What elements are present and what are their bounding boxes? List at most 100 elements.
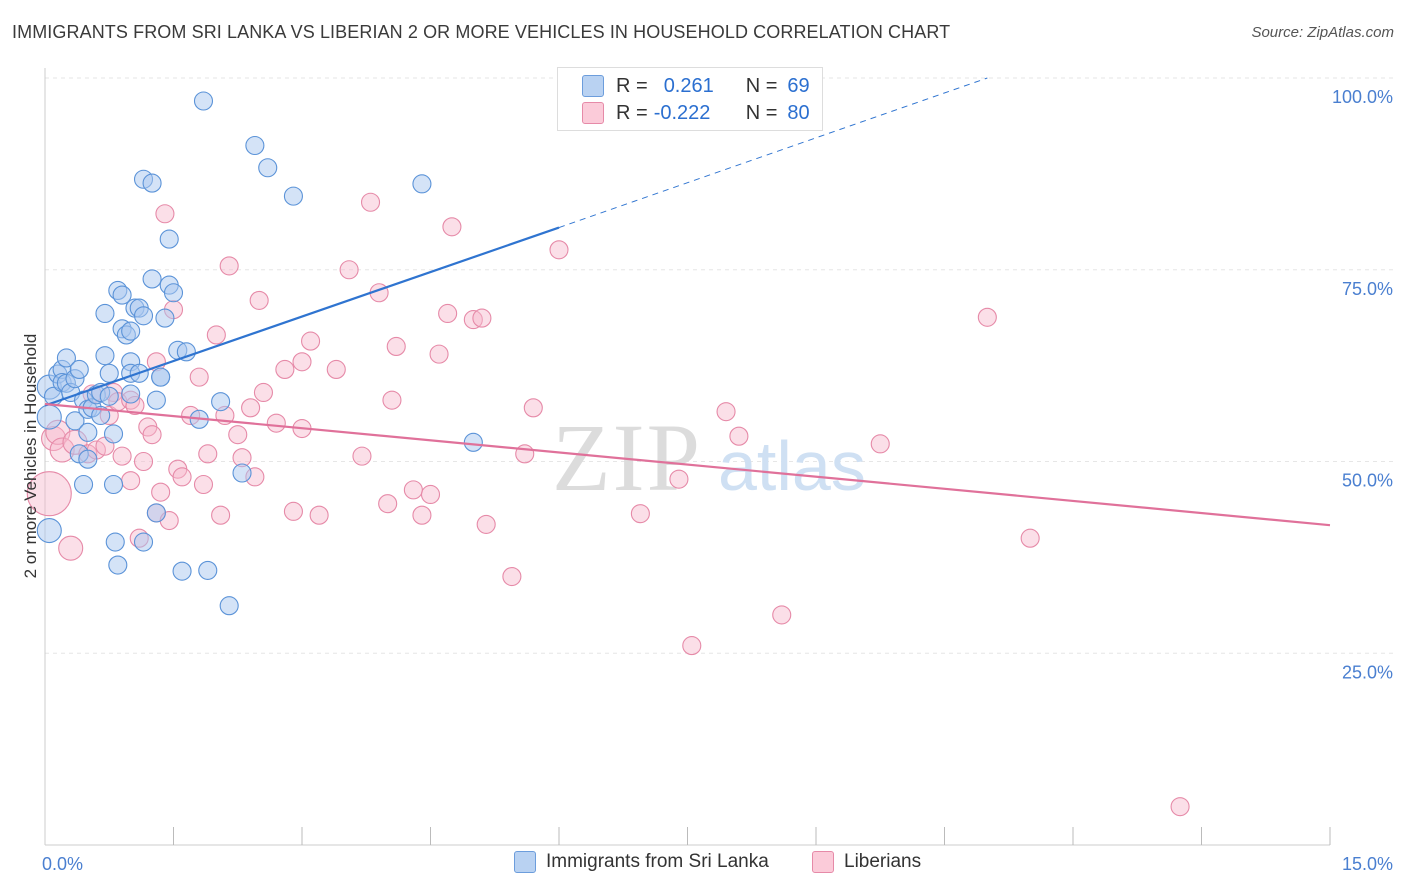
liberians-point bbox=[249, 290, 269, 310]
x-tick-labels: 0.0% 15.0% bbox=[42, 854, 1393, 874]
liberians-point bbox=[142, 425, 162, 445]
sri-lanka-point bbox=[211, 392, 231, 412]
sri-lanka-point bbox=[112, 285, 132, 305]
sri-lanka-point bbox=[151, 367, 171, 387]
liberians-point bbox=[420, 484, 441, 505]
liberians-point bbox=[382, 390, 402, 410]
liberians-point bbox=[669, 469, 689, 489]
sri-lanka-point bbox=[99, 386, 119, 406]
sri-lanka-point bbox=[258, 158, 278, 178]
liberians-point bbox=[219, 256, 239, 276]
sri-lanka-point bbox=[36, 517, 62, 544]
liberians-point bbox=[1170, 797, 1190, 817]
liberians-point bbox=[523, 398, 543, 418]
y-tick-label: 100.0% bbox=[1332, 87, 1393, 107]
legend-row-liberians: R = -0.222 N = 80 bbox=[582, 100, 810, 126]
sri-lanka-point bbox=[172, 561, 192, 581]
sri-lanka-point bbox=[78, 449, 98, 469]
sri-lanka-point bbox=[121, 321, 141, 341]
legend-swatch-blue bbox=[582, 75, 604, 97]
legend-swatch-pink bbox=[582, 102, 604, 124]
liberians-point bbox=[275, 359, 295, 380]
liberians-point bbox=[189, 367, 209, 387]
sri-lanka-point bbox=[56, 348, 76, 368]
liberians-point bbox=[112, 446, 132, 466]
liberians-point bbox=[283, 501, 303, 521]
liberians-point bbox=[198, 444, 218, 464]
legend-n-label: N = bbox=[745, 74, 778, 97]
y-tick-label: 25.0% bbox=[1342, 662, 1393, 682]
legend-n-value: 69 bbox=[787, 74, 810, 97]
liberians-point bbox=[386, 336, 406, 357]
liberians-point bbox=[211, 505, 231, 525]
liberians-point bbox=[352, 446, 372, 466]
sri-lanka-point bbox=[103, 424, 124, 444]
y-tick-label: 50.0% bbox=[1342, 471, 1393, 491]
liberians-point bbox=[301, 331, 321, 351]
liberians-point bbox=[682, 636, 702, 656]
legend-r-label: R = bbox=[616, 74, 648, 97]
bottom-legend-sri-lanka: Immigrants from Sri Lanka bbox=[514, 851, 769, 873]
sri-lanka-point bbox=[412, 174, 432, 194]
trend-lines bbox=[44, 77, 1331, 527]
liberians-point bbox=[977, 307, 997, 327]
sri-lanka-point bbox=[219, 596, 239, 616]
liberians-point bbox=[870, 434, 890, 454]
legend-r-value: 0.261 bbox=[663, 74, 714, 97]
liberians-point bbox=[476, 514, 496, 534]
legend-n-label: N = bbox=[745, 101, 778, 124]
source-label: Source: ZipAtlas.com bbox=[1251, 24, 1394, 41]
liberians-point bbox=[172, 467, 192, 487]
sri-lanka-point bbox=[159, 229, 179, 249]
liberians-point bbox=[121, 471, 141, 491]
sri-lanka-point bbox=[95, 346, 115, 366]
sri-lanka-point bbox=[133, 306, 154, 326]
sri-lanka-point bbox=[146, 390, 166, 410]
sri-lanka-point bbox=[193, 91, 214, 111]
liberians-trend-line bbox=[44, 402, 1331, 527]
liberians-point bbox=[472, 308, 492, 328]
liberians-point bbox=[339, 260, 359, 280]
liberians-point bbox=[502, 566, 522, 587]
sri-lanka-point bbox=[69, 359, 89, 380]
liberians-point bbox=[241, 398, 261, 418]
legend-n-value: 80 bbox=[787, 101, 810, 124]
liberians-point bbox=[292, 352, 312, 372]
y-tick-label: 75.0% bbox=[1342, 279, 1393, 299]
bottom-legend-label: Immigrants from Sri Lanka bbox=[546, 851, 769, 872]
liberians-point bbox=[429, 344, 449, 364]
sri-lanka-point bbox=[108, 555, 128, 575]
sri-lanka-trend-extension bbox=[558, 77, 988, 229]
liberians-point bbox=[133, 451, 154, 472]
x-tick-label: 15.0% bbox=[1342, 854, 1393, 874]
bottom-legend-swatch-blue bbox=[514, 851, 536, 873]
sri-lanka-point bbox=[133, 532, 154, 552]
sri-lanka-point bbox=[105, 532, 125, 552]
sri-lanka-point bbox=[78, 422, 98, 442]
sri-lanka-point bbox=[103, 474, 124, 495]
sri-lanka-point bbox=[65, 411, 85, 431]
liberians-point bbox=[253, 382, 274, 403]
legend-row-sri-lanka: R = 0.261 N = 69 bbox=[582, 73, 810, 99]
liberians-point bbox=[206, 325, 226, 345]
liberians-point bbox=[151, 482, 171, 502]
sri-lanka-point bbox=[146, 503, 166, 523]
sri-lanka-point bbox=[163, 283, 184, 303]
liberians-point bbox=[26, 471, 72, 517]
sri-lanka-trend-line bbox=[44, 226, 560, 407]
y-tick-labels: 25.0% 50.0% 75.0% 100.0% bbox=[1332, 87, 1393, 682]
sri-lanka-point bbox=[198, 560, 218, 580]
liberians-point bbox=[1020, 528, 1040, 548]
liberians-point bbox=[326, 359, 346, 380]
liberians-point bbox=[442, 217, 462, 237]
liberians-point bbox=[549, 240, 569, 260]
bottom-legend-liberians: Liberians bbox=[812, 851, 921, 873]
liberians-point bbox=[403, 480, 423, 500]
liberians-point bbox=[266, 413, 286, 433]
grid-lines bbox=[45, 77, 1395, 654]
sri-lanka-point bbox=[142, 173, 162, 193]
liberians-point bbox=[716, 402, 736, 422]
sri-lanka-points bbox=[36, 91, 483, 616]
sri-lanka-point bbox=[463, 432, 483, 452]
